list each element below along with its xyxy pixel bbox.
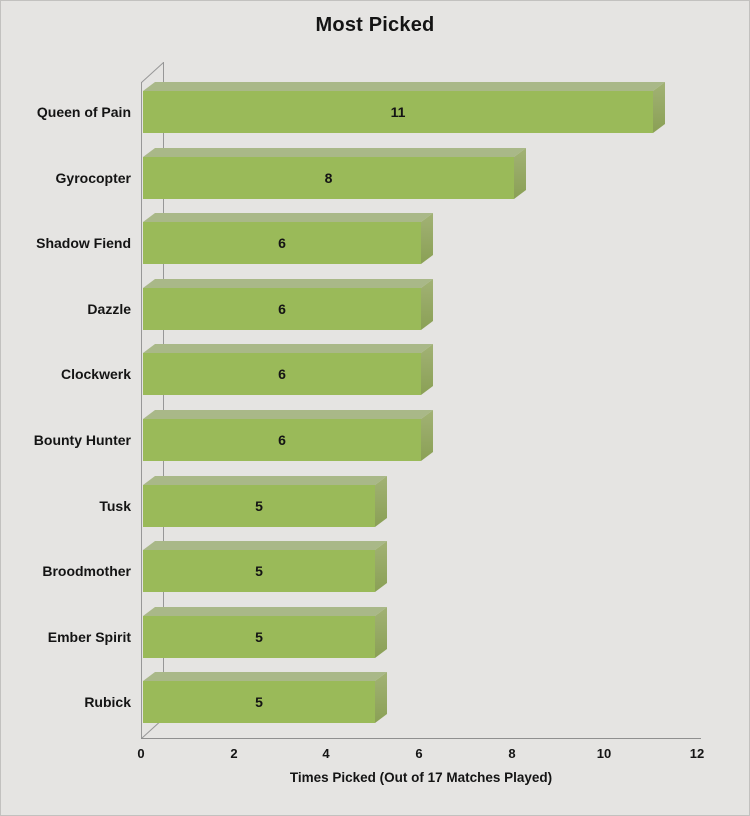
bar-end-face <box>421 279 433 330</box>
value-label: 5 <box>255 629 263 645</box>
bar-top-face <box>143 279 433 288</box>
category-label: Broodmother <box>42 563 131 579</box>
bar: 5 <box>143 607 387 658</box>
bar: 5 <box>143 476 387 527</box>
bar: 11 <box>143 82 665 133</box>
bar: 5 <box>143 541 387 592</box>
x-tick-label: 4 <box>322 746 330 761</box>
x-tick-label: 0 <box>137 746 145 761</box>
bar: 8 <box>143 148 526 199</box>
bar-top-face <box>143 148 526 157</box>
bar-front-face <box>143 222 421 264</box>
category-label: Clockwerk <box>60 366 131 382</box>
category-label: Gyrocopter <box>55 170 131 186</box>
bar-end-face <box>653 82 665 133</box>
chart-title: Most Picked <box>315 14 435 36</box>
bar-top-face <box>143 541 387 550</box>
x-tick-label: 6 <box>415 746 423 761</box>
x-tick-label: 10 <box>596 746 612 761</box>
value-label: 6 <box>278 366 286 382</box>
bar-front-face <box>143 157 514 199</box>
value-label: 6 <box>278 432 286 448</box>
bar: 6 <box>143 213 433 264</box>
category-label: Ember Spirit <box>47 629 131 645</box>
bar-top-face <box>143 213 433 222</box>
bar-top-face <box>143 82 665 91</box>
bar-end-face <box>375 607 387 658</box>
value-label: 6 <box>278 235 286 251</box>
category-label: Bounty Hunter <box>33 432 131 448</box>
bar-end-face <box>421 213 433 264</box>
bar: 6 <box>143 279 433 330</box>
bar: 6 <box>143 410 433 461</box>
x-tick-label: 8 <box>508 746 516 761</box>
value-label: 5 <box>255 694 263 710</box>
x-axis-title: Times Picked (Out of 17 Matches Played) <box>289 770 553 785</box>
bar-top-face <box>143 607 387 616</box>
bar: 6 <box>143 344 433 395</box>
bar-front-face <box>143 288 421 330</box>
top-depth-line <box>141 62 164 83</box>
bar-front-face <box>143 681 375 723</box>
bar-end-face <box>421 344 433 395</box>
bar-end-face <box>375 672 387 723</box>
bar: 5 <box>143 672 387 723</box>
x-tick-label: 2 <box>230 746 238 761</box>
category-label: Queen of Pain <box>36 104 131 120</box>
bar-front-face <box>143 550 375 592</box>
bar-top-face <box>143 476 387 485</box>
category-label: Dazzle <box>87 301 131 317</box>
bar-end-face <box>514 148 526 199</box>
value-label: 5 <box>255 563 263 579</box>
x-tick-label: 12 <box>689 746 705 761</box>
category-label: Tusk <box>99 498 131 514</box>
category-label: Rubick <box>84 694 131 710</box>
bar-top-face <box>143 410 433 419</box>
bar-front-face <box>143 419 421 461</box>
bar-top-face <box>143 672 387 681</box>
bar-end-face <box>375 541 387 592</box>
value-label: 11 <box>390 104 406 120</box>
bar-front-face <box>143 353 421 395</box>
bar-top-face <box>143 344 433 353</box>
bar-front-face <box>143 485 375 527</box>
value-label: 6 <box>278 301 286 317</box>
bar-front-face <box>143 91 653 133</box>
bar-end-face <box>375 476 387 527</box>
category-label: Shadow Fiend <box>36 235 131 251</box>
bar-end-face <box>421 410 433 461</box>
value-label: 5 <box>255 498 263 514</box>
value-label: 8 <box>324 170 333 186</box>
bar-front-face <box>143 616 375 658</box>
